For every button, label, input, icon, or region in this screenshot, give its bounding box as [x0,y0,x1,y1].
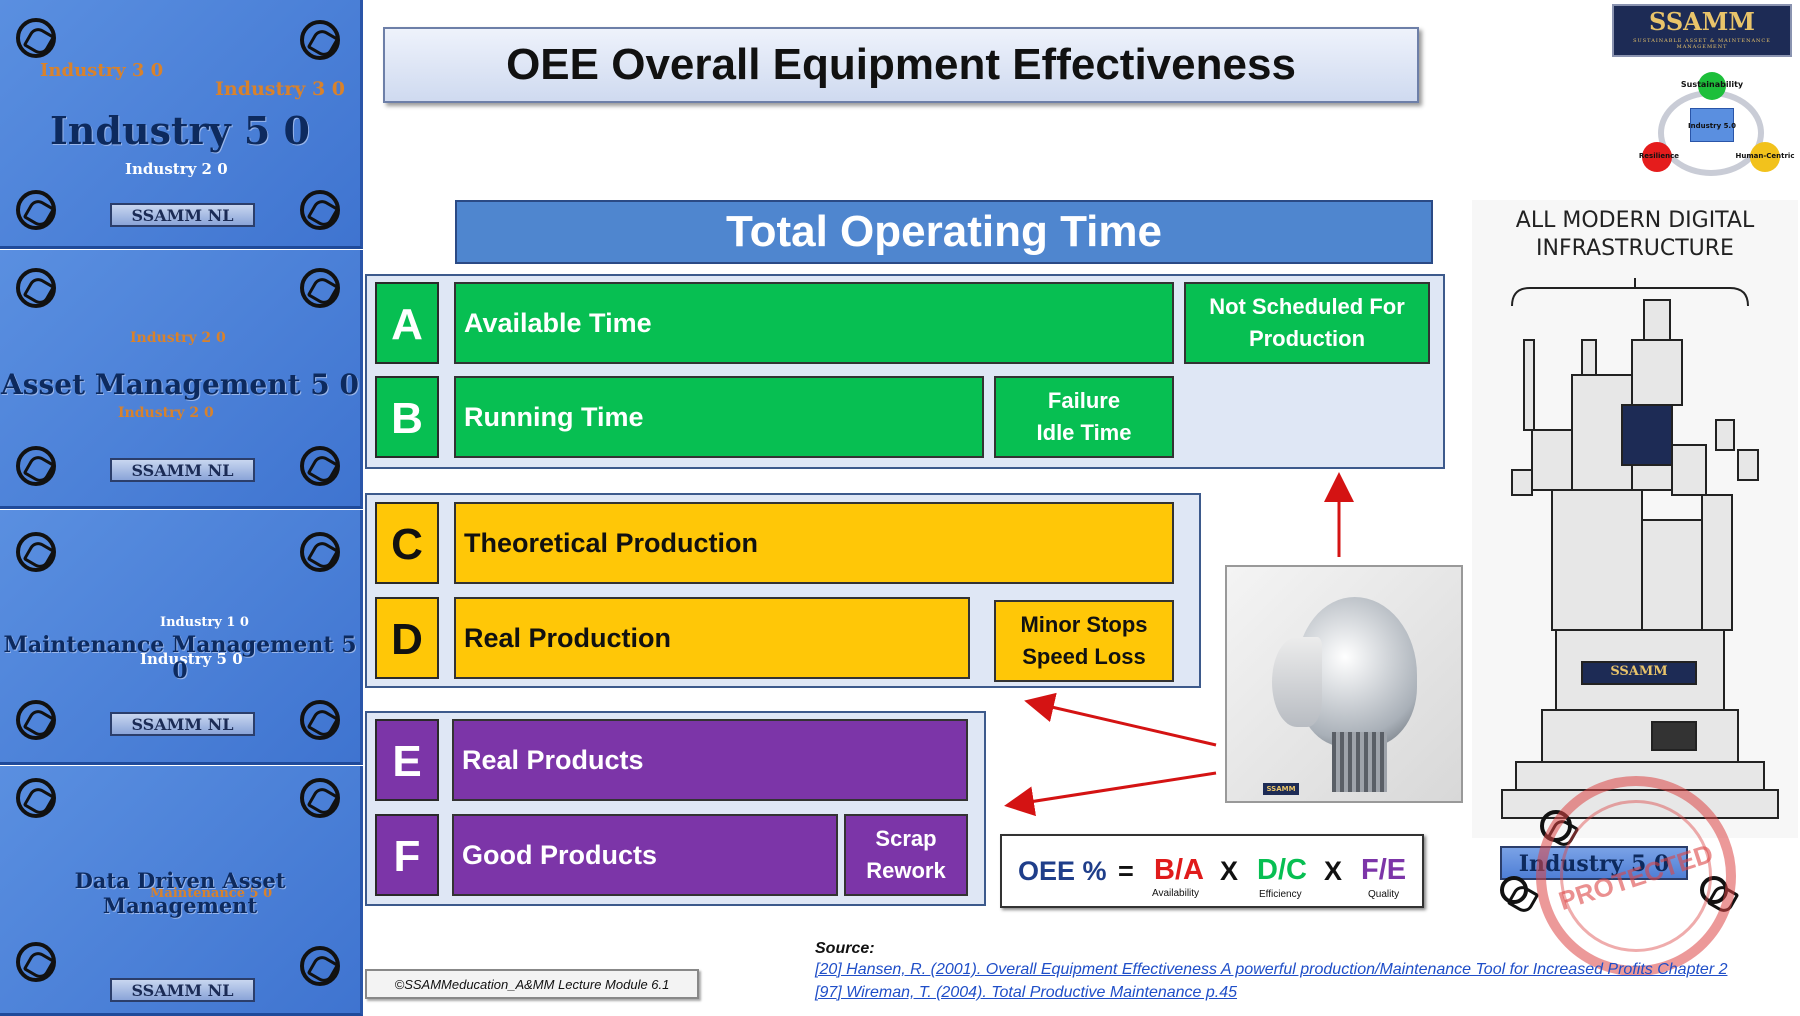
row-b-bar: Running Time [454,376,984,458]
industry-5-cycle-diagram: Industry 5.0 Sustainability Resilience H… [1636,72,1794,182]
row-a-bar: Available Time [454,282,1174,364]
arrow-to-scrap [1004,771,1217,817]
cycle-center-image [1690,108,1734,142]
openai-icon [1500,876,1528,904]
sustainability-dot [1698,72,1726,100]
copyright-text: ©SSAMMeducation_A&MM Lecture Module 6.1 [394,976,670,992]
openai-icon [300,778,340,818]
formula-fe: F/E [1361,854,1407,886]
ssamm-logo-subtitle: SUSTAINABLE ASSET & MAINTENANCE MANAGEME… [1633,38,1771,50]
cycle-label-resilience: Resilience [1638,152,1680,160]
sidebar-tile-industry: Industry 3 0 Industry 3 0 Industry 2 0 I… [0,0,363,249]
row-b-side-box: Failure Idle Time [994,376,1174,458]
row-f-side-box: Scrap Rework [844,814,968,896]
human-centric-dot [1750,142,1780,172]
ssamm-nl-badge: SSAMM NL [110,978,255,1002]
total-operating-time-header: Total Operating Time [455,200,1433,264]
arrow-to-minor-stops [1024,692,1217,747]
openai-icon [16,18,56,58]
source-label: Source: [815,940,875,957]
total-operating-time-label: Total Operating Time [726,207,1162,256]
copy-protection-stamp: PROTECTED [1536,776,1736,976]
ssamm-logo: SSAMM SUSTAINABLE ASSET & MAINTENANCE MA… [1612,4,1792,57]
word-cloud-text: Industry 5 0 [140,650,243,668]
cycle-center-label: Industry 5.0 [1688,122,1736,130]
row-c-bar: Theoretical Production [454,502,1174,584]
row-d-side-box: Minor Stops Speed Loss [994,600,1174,682]
tile-headline: Maintenance Management 5 0 [3,632,357,684]
ssamm-nl-badge: SSAMM NL [110,458,255,482]
row-d-bar: Real Production [454,597,970,679]
ssamm-nl-badge: SSAMM NL [110,203,255,227]
formula-dc: D/C [1257,854,1307,886]
openai-icon [300,190,340,230]
tile-headline: Data Driven Asset Management [74,868,286,918]
word-cloud-text: Industry 2 0 [125,160,228,178]
row-a-side-box: Not Scheduled For Production [1184,282,1430,364]
row-a-letter: A [375,282,439,364]
openai-icon [16,446,56,486]
word-cloud-text: Maintenance 5 0 [150,886,273,901]
tile-headline: Asset Management 5 0 [1,368,359,401]
source-reference-2[interactable]: [97] Wireman, T. (2004). Total Productiv… [815,984,1238,1001]
formula-ba-label: Availability [1152,888,1200,899]
formula-oee: OEE % [1018,856,1107,886]
stamp-inner-ring [1560,800,1712,952]
word-cloud-text: Industry 2 0 [118,405,214,421]
openai-icon [16,532,56,572]
resilience-dot [1642,142,1672,172]
openai-icon [300,700,340,740]
word-cloud-text: Industry 2 0 [130,330,226,346]
sidebar-tile-asset-management: Industry 2 0 Industry 2 0 Asset Manageme… [0,250,363,509]
sidebar-tile-data-driven: Maintenance 5 0 Data Driven Asset Manage… [0,766,363,1016]
openai-icon [16,190,56,230]
row-f-bar: Good Products [452,814,838,896]
formula-times-1: X [1220,856,1239,886]
ssamm-nl-badge: SSAMM NL [110,712,255,736]
robot-face-shape [1272,637,1322,727]
row-b-letter: B [375,376,439,458]
openai-icon [16,778,56,818]
openai-icon [300,532,340,572]
page-title: OEE Overall Equipment Effectiveness [506,40,1296,89]
formula-equals: = [1118,856,1134,886]
row-d-letter: D [375,597,439,679]
ssamm-logo-text: SSAMM [1649,7,1755,36]
row-e-letter: E [375,719,439,801]
tile-headline: Industry 5 0 [50,108,310,153]
sidebar-tile-maintenance-management: Industry 1 0 Industry 5 0 Maintenance Ma… [0,510,363,765]
word-cloud-text: Industry 3 0 [215,78,345,100]
formula-fe-label: Quality [1368,889,1400,900]
formula-ba: B/A [1154,854,1204,886]
oee-formula-box: OEE % = B/A Availability X D/C Efficienc… [1000,834,1424,908]
row-c-letter: C [375,502,439,584]
openai-icon [16,268,56,308]
cartoon-tower-drawing [1501,278,1779,819]
row-f-letter: F [375,814,439,896]
formula-times-2: X [1324,856,1343,886]
copyright-box: ©SSAMMeducation_A&MM Lecture Module 6.1 [365,969,699,999]
cartoon-caption-line-1: ALL MODERN DIGITAL [1515,208,1755,233]
word-cloud-text: Industry 3 0 [40,60,164,81]
cartoon-caption-line-2: INFRASTRUCTURE [1536,236,1734,261]
word-cloud-text: Industry 1 0 [160,615,249,630]
cycle-label-human-centric: Human-Centric [1735,152,1795,160]
cartoon-ssamm-plate: SSAMM [1610,664,1668,679]
formula-dc-label: Efficiency [1259,889,1302,900]
openai-icon [300,446,340,486]
openai-icon [300,20,340,60]
ai-robot-head-image: SSAMM [1225,565,1463,803]
source-reference-1[interactable]: [20] Hansen, R. (2001). Overall Equipmen… [815,961,1728,978]
robot-neck-shape [1332,732,1387,792]
digital-infrastructure-cartoon: ALL MODERN DIGITAL INFRASTRUCTURE SSAMM … [1472,200,1798,865]
openai-icon [16,942,56,982]
openai-icon [300,946,340,986]
row-e-bar: Real Products [452,719,968,801]
openai-icon [16,700,56,740]
cycle-label-sustainability: Sustainability [1680,80,1744,89]
robot-badge: SSAMM [1263,783,1299,795]
page-title-box: OEE Overall Equipment Effectiveness [383,27,1419,103]
openai-icon [300,268,340,308]
